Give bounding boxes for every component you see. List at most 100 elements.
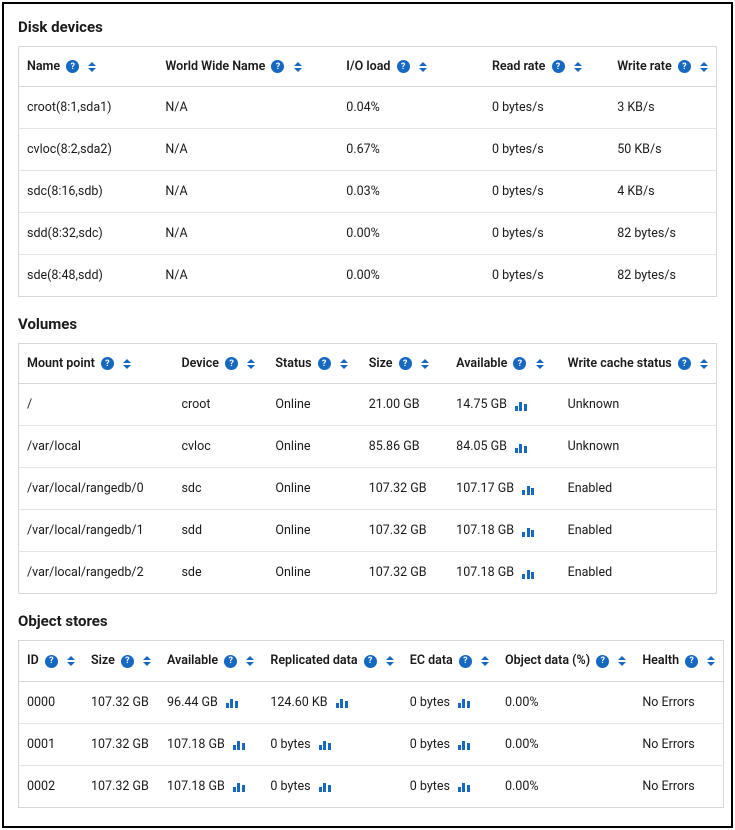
help-icon[interactable]: ? xyxy=(271,60,284,73)
sort-icon[interactable] xyxy=(246,656,254,666)
help-icon[interactable]: ? xyxy=(225,357,238,370)
help-icon[interactable]: ? xyxy=(224,655,237,668)
col-label: I/O load xyxy=(346,59,390,74)
help-icon[interactable]: ? xyxy=(678,60,691,73)
cell-mount: / xyxy=(19,384,174,426)
help-icon[interactable]: ? xyxy=(685,655,698,668)
sort-icon[interactable] xyxy=(536,359,544,369)
cell-name: sdd(8:32,sdc) xyxy=(19,213,158,255)
cell-io-load: 0.04% xyxy=(338,87,484,129)
help-icon[interactable]: ? xyxy=(678,357,691,370)
cell-value: 0 bytes xyxy=(410,779,450,794)
help-icon[interactable]: ? xyxy=(552,60,565,73)
col-available: Available ? xyxy=(448,344,559,384)
cell-value: 107.18 GB xyxy=(456,523,514,538)
cell-replicated: 124.60 KB xyxy=(262,681,401,723)
cell-value: 0 bytes xyxy=(270,779,310,794)
sort-icon[interactable] xyxy=(421,359,429,369)
volumes-title: Volumes xyxy=(18,315,717,333)
col-size: Size ? xyxy=(83,641,159,681)
sort-icon[interactable] xyxy=(707,656,715,666)
help-icon[interactable]: ? xyxy=(45,655,58,668)
cell-mount: /var/local xyxy=(19,426,174,468)
cell-mount: /var/local/rangedb/0 xyxy=(19,468,174,510)
cell-ec: 0 bytes xyxy=(402,681,497,723)
help-icon[interactable]: ? xyxy=(513,357,526,370)
sort-icon[interactable] xyxy=(700,359,708,369)
chart-icon[interactable] xyxy=(522,526,534,537)
help-icon[interactable]: ? xyxy=(66,60,79,73)
cell-available: 96.44 GB xyxy=(159,681,262,723)
chart-icon[interactable] xyxy=(458,739,470,750)
sort-icon[interactable] xyxy=(574,62,582,72)
cell-available: 14.75 GB xyxy=(448,384,559,426)
sort-icon[interactable] xyxy=(67,656,75,666)
sort-icon[interactable] xyxy=(340,359,348,369)
cell-status: Online xyxy=(267,552,360,594)
sort-icon[interactable] xyxy=(143,656,151,666)
chart-icon[interactable] xyxy=(233,781,245,792)
chart-icon[interactable] xyxy=(319,739,331,750)
col-label: World Wide Name xyxy=(165,59,265,74)
cell-value: 96.44 GB xyxy=(167,695,218,710)
col-label: Name xyxy=(27,59,60,74)
cell-read-rate: 0 bytes/s xyxy=(484,129,609,171)
sort-icon[interactable] xyxy=(294,62,302,72)
cell-read-rate: 0 bytes/s xyxy=(484,171,609,213)
sort-icon[interactable] xyxy=(419,62,427,72)
chart-icon[interactable] xyxy=(515,400,527,411)
sort-icon[interactable] xyxy=(386,656,394,666)
col-label: Available xyxy=(456,356,507,371)
help-icon[interactable]: ? xyxy=(101,357,114,370)
table-header-row: Mount point ? Device ? Status ? Size ? xyxy=(19,344,717,384)
col-size: Size ? xyxy=(361,344,448,384)
sort-icon[interactable] xyxy=(123,359,131,369)
help-icon[interactable]: ? xyxy=(318,357,331,370)
disk-devices-table: Name ? World Wide Name ? I/O load ? Read… xyxy=(18,46,717,297)
cell-value: 0 bytes xyxy=(410,695,450,710)
help-icon[interactable]: ? xyxy=(459,655,472,668)
help-icon[interactable]: ? xyxy=(399,357,412,370)
cell-size: 21.00 GB xyxy=(361,384,448,426)
help-icon[interactable]: ? xyxy=(364,655,377,668)
sort-icon[interactable] xyxy=(481,656,489,666)
col-label: Object data (%) xyxy=(505,654,590,669)
table-row: 0001107.32 GB107.18 GB0 bytes0 bytes0.00… xyxy=(19,723,724,765)
chart-icon[interactable] xyxy=(458,781,470,792)
cell-cache: Enabled xyxy=(560,510,717,552)
cell-size: 107.32 GB xyxy=(83,765,159,807)
help-icon[interactable]: ? xyxy=(121,655,134,668)
cell-size: 107.32 GB xyxy=(361,468,448,510)
cell-value: 124.60 KB xyxy=(270,695,327,710)
disk-devices-title: Disk devices xyxy=(18,18,717,36)
help-icon[interactable]: ? xyxy=(397,60,410,73)
sort-icon[interactable] xyxy=(88,62,96,72)
cell-size: 107.32 GB xyxy=(361,552,448,594)
chart-icon[interactable] xyxy=(515,442,527,453)
volumes-table: Mount point ? Device ? Status ? Size ? xyxy=(18,343,717,594)
chart-icon[interactable] xyxy=(336,697,348,708)
cell-available: 107.18 GB xyxy=(448,510,559,552)
col-label: Size xyxy=(91,654,115,669)
col-label: Mount point xyxy=(27,356,95,371)
cell-device: croot xyxy=(173,384,267,426)
table-row: croot(8:1,sda1)N/A0.04%0 bytes/s3 KB/s xyxy=(19,87,717,129)
object-stores-title: Object stores xyxy=(18,612,717,630)
chart-icon[interactable] xyxy=(522,568,534,579)
chart-icon[interactable] xyxy=(226,697,238,708)
sort-icon[interactable] xyxy=(700,62,708,72)
cell-read-rate: 0 bytes/s xyxy=(484,213,609,255)
chart-icon[interactable] xyxy=(233,739,245,750)
cell-name: sdc(8:16,sdb) xyxy=(19,171,158,213)
sort-icon[interactable] xyxy=(618,656,626,666)
cell-io-load: 0.67% xyxy=(338,129,484,171)
help-icon[interactable]: ? xyxy=(596,655,609,668)
cell-read-rate: 0 bytes/s xyxy=(484,87,609,129)
chart-icon[interactable] xyxy=(319,781,331,792)
table-row: /var/local/rangedb/0sdcOnline107.32 GB10… xyxy=(19,468,717,510)
chart-icon[interactable] xyxy=(458,697,470,708)
cell-io-load: 0.03% xyxy=(338,171,484,213)
sort-icon[interactable] xyxy=(247,359,255,369)
chart-icon[interactable] xyxy=(522,484,534,495)
cell-status: Online xyxy=(267,426,360,468)
